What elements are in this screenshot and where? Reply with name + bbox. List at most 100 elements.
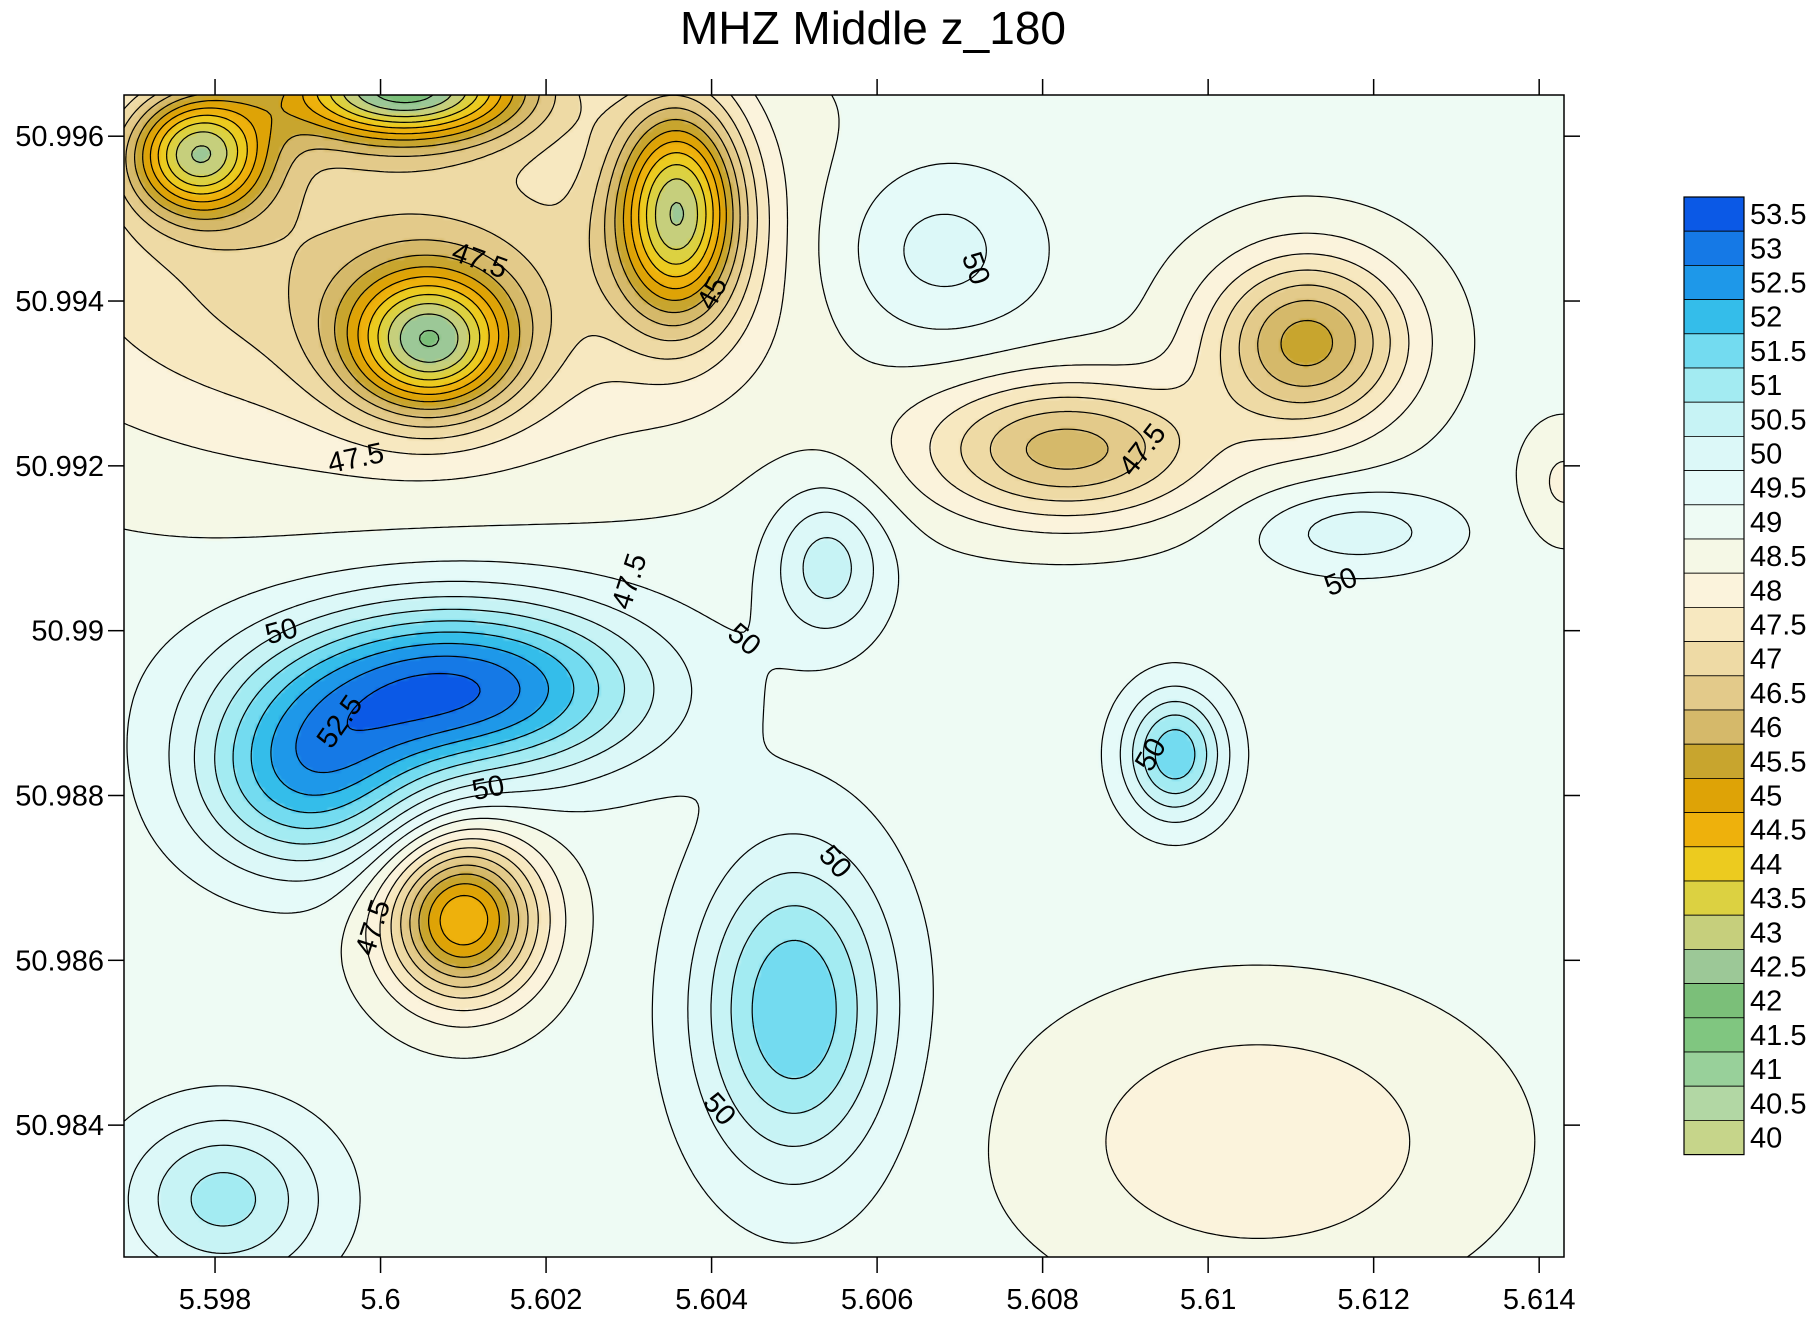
contour-line-52_5 (270, 642, 550, 796)
legend-label: 52 (1750, 302, 1782, 334)
legend-label: 40 (1750, 1123, 1782, 1155)
legend-swatch (1683, 196, 1745, 232)
contour-line-44 (166, 94, 707, 381)
legend-swatch (1683, 949, 1745, 985)
contour-line-52 (250, 631, 575, 814)
legend-swatch (1683, 538, 1745, 574)
contour-line-50_5 (157, 537, 1219, 1254)
y-tick-label: 50.992 (15, 451, 104, 483)
legend-label: 51 (1750, 370, 1782, 402)
legend-label: 47 (1750, 644, 1782, 676)
y-tick-label: 50.988 (15, 780, 104, 812)
legend-swatch (1683, 778, 1745, 814)
y-tick-label: 50.986 (15, 945, 104, 977)
legend-swatch (1683, 914, 1745, 950)
legend-label: 41.5 (1750, 1020, 1806, 1052)
contour-line-51_5 (232, 620, 1196, 1080)
legend-label: 48.5 (1750, 541, 1806, 573)
legend-label: 42 (1750, 986, 1782, 1018)
x-tick-label: 5.602 (510, 1284, 583, 1316)
x-tick-label: 5.608 (1006, 1284, 1079, 1316)
legend-swatch (1683, 743, 1745, 779)
color-legend: 53.55352.55251.55150.55049.54948.54847.5… (1683, 196, 1806, 1156)
contour-line-45 (149, 94, 721, 946)
legend-label: 50.5 (1750, 404, 1806, 436)
contour-line-46_5 (125, 94, 1356, 978)
legend-swatch (1683, 1120, 1745, 1156)
x-tick-label: 5.61 (1180, 1284, 1236, 1316)
chart-title: MHZ Middle z_180 (680, 2, 1066, 54)
legend-label: 49 (1750, 507, 1782, 539)
contour-label: 50 (469, 769, 507, 807)
legend-swatch (1683, 812, 1745, 848)
legend-swatch (1683, 401, 1745, 437)
legend-swatch (1683, 264, 1745, 300)
legend-swatch (1683, 333, 1745, 369)
legend-frame (1683, 196, 1745, 1156)
legend-label: 49.5 (1750, 473, 1806, 505)
legend-swatch (1683, 504, 1745, 540)
legend-label: 44.5 (1750, 815, 1806, 847)
y-tick-label: 50.99 (31, 616, 104, 648)
contour-label-group: 50 (469, 769, 507, 807)
legend-swatch (1683, 299, 1745, 335)
legend-swatch (1683, 1017, 1745, 1053)
plot-frame (123, 94, 1565, 1258)
y-tick-label: 50.984 (15, 1110, 104, 1142)
legend-label: 40.5 (1750, 1088, 1806, 1120)
contour-line-51 (190, 608, 1208, 1227)
contour-line-47 (123, 94, 1374, 988)
y-tick-label: 50.996 (15, 121, 104, 153)
legend-label: 45 (1750, 781, 1782, 813)
legend-swatch (1683, 641, 1745, 677)
x-axis: 5.598 5.6 5.602 5.604 5.606 5.608 5.61 5.612 5.6… (179, 79, 1576, 1316)
contour-line-47_5 (123, 94, 1391, 999)
legend-label: 53 (1750, 233, 1782, 265)
y-axis: 50.984 50.986 50.988 50.99 50.992 50.994 50.99… (15, 121, 1580, 1142)
legend-swatch (1683, 607, 1745, 643)
legend-swatch (1683, 572, 1745, 608)
contour-line-49_5 (123, 162, 1471, 1258)
legend-label: 42.5 (1750, 952, 1806, 984)
legend-swatch (1683, 846, 1745, 882)
legend-swatch (1683, 1085, 1745, 1121)
x-tick-label: 5.6 (360, 1284, 400, 1316)
contour-line-45_5 (142, 94, 727, 958)
contour-line-53_5 (346, 672, 481, 731)
legend-label: 46 (1750, 712, 1782, 744)
legend-label: 46.5 (1750, 678, 1806, 710)
legend-swatch (1683, 675, 1745, 711)
contour-line-42_5 (376, 94, 440, 348)
legend-label: 51.5 (1750, 336, 1806, 368)
x-tick-label: 5.598 (179, 1284, 252, 1316)
legend-label: 52.5 (1750, 268, 1806, 300)
legend-swatch (1683, 470, 1745, 506)
legend-label: 53.5 (1750, 199, 1806, 231)
legend-label: 43 (1750, 917, 1782, 949)
x-tick-label: 5.612 (1337, 1284, 1410, 1316)
legend-swatch (1683, 709, 1745, 745)
x-tick-label: 5.604 (675, 1284, 748, 1316)
legend-label: 47.5 (1750, 610, 1806, 642)
legend-swatch (1683, 435, 1745, 471)
contour-field (124, 95, 1564, 1257)
legend-swatch (1683, 230, 1745, 266)
legend-label: 50 (1750, 439, 1782, 471)
x-tick-label: 5.606 (841, 1284, 914, 1316)
legend-swatch (1683, 367, 1745, 403)
contour-line-43 (191, 94, 685, 363)
y-tick-label: 50.994 (15, 286, 104, 318)
x-tick-label: 5.614 (1503, 1284, 1576, 1316)
contour-line-53 (295, 655, 521, 774)
legend-swatch (1683, 1051, 1745, 1087)
contour-lines (123, 94, 1565, 1258)
legend-label: 41 (1750, 1054, 1782, 1086)
legend-swatch (1683, 983, 1745, 1019)
legend-label: 44 (1750, 849, 1782, 881)
contour-line-44_5 (157, 94, 714, 388)
contour-line-50 (127, 213, 1413, 1258)
legend-label: 45.5 (1750, 746, 1806, 778)
legend-label: 43.5 (1750, 883, 1806, 915)
